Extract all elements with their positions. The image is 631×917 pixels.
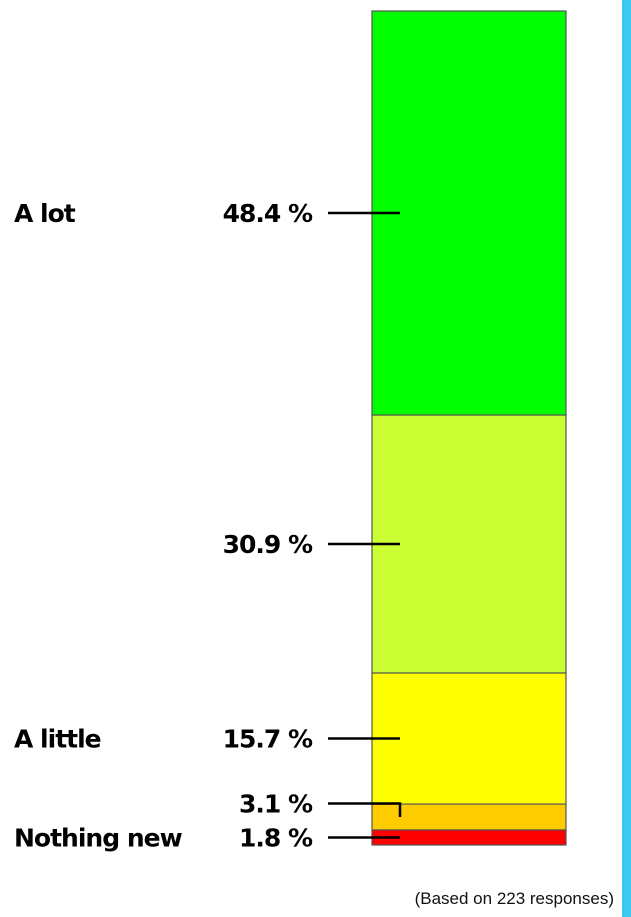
bar-segment-3	[371, 672, 567, 805]
category-label-5: Nothing new	[14, 823, 183, 852]
category-label-1: A lot	[14, 199, 76, 228]
data-label-5: 1.8 %	[239, 823, 313, 852]
response-count-note: (Based on 223 responses)	[414, 889, 614, 908]
leader-line-4	[328, 802, 402, 818]
bar-segment-1	[371, 10, 567, 416]
data-label-4: 3.1 %	[239, 789, 313, 818]
data-label-1: 48.4 %	[223, 199, 313, 228]
bar-segment-2	[371, 414, 567, 674]
accent-side-bar	[622, 0, 631, 917]
data-label-2: 30.9 %	[223, 530, 313, 559]
bar-segment-4	[371, 803, 567, 831]
bar-segment-5	[371, 829, 567, 846]
data-label-3: 15.7 %	[223, 725, 313, 754]
category-label-3: A little	[14, 725, 101, 754]
